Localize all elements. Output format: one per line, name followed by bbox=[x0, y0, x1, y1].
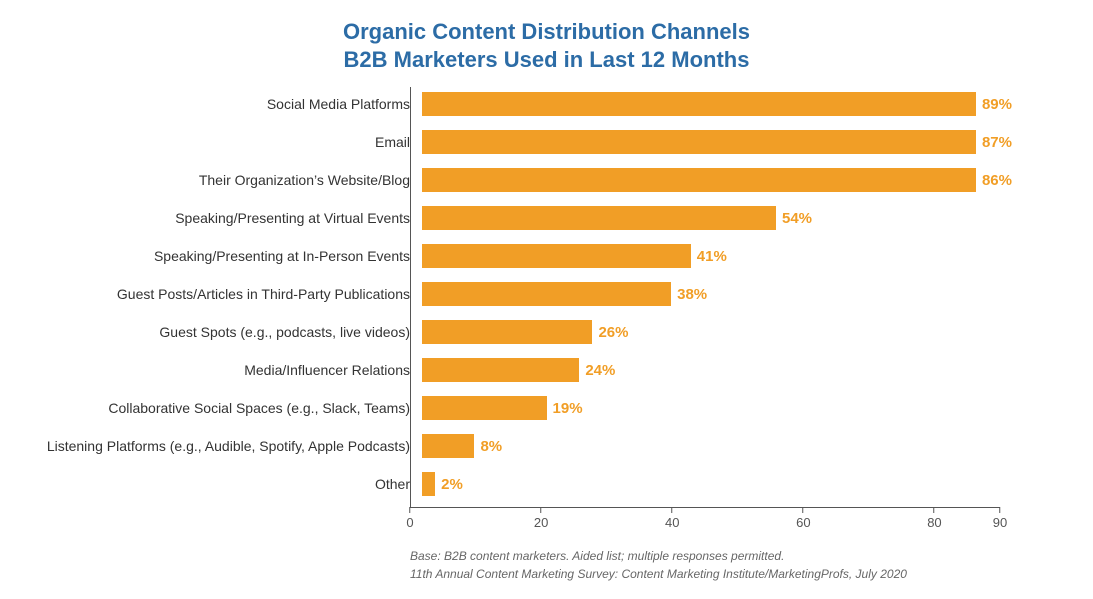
category-label: Social Media Platforms bbox=[0, 96, 422, 112]
x-tick-label: 90 bbox=[993, 515, 1007, 530]
x-tick-label: 40 bbox=[665, 515, 679, 530]
bar-row: Listening Platforms (e.g., Audible, Spot… bbox=[0, 429, 1093, 463]
bar-value-label: 89% bbox=[982, 96, 1012, 113]
bar bbox=[422, 244, 691, 268]
bar bbox=[422, 358, 579, 382]
x-tick-mark bbox=[934, 507, 935, 513]
x-tick-label: 80 bbox=[927, 515, 941, 530]
chart-plot-area: Social Media Platforms 89% Email 87% Their O… bbox=[0, 87, 1093, 541]
x-tick-mark bbox=[671, 507, 672, 513]
bar-value-label: 26% bbox=[598, 324, 628, 341]
bar-track: 86% bbox=[422, 168, 1012, 192]
bar-row: Their Organization’s Website/Blog 86% bbox=[0, 163, 1093, 197]
bar-row: Email 87% bbox=[0, 125, 1093, 159]
bar-row: Speaking/Presenting at In-Person Events 4… bbox=[0, 239, 1093, 273]
chart-title: Organic Content Distribution Channels B2… bbox=[0, 0, 1093, 73]
x-tick-mark bbox=[999, 507, 1000, 513]
bar-track: 24% bbox=[422, 358, 1012, 382]
x-axis-line bbox=[410, 507, 1000, 508]
category-label: Guest Spots (e.g., podcasts, live videos… bbox=[0, 324, 422, 340]
x-tick-mark bbox=[803, 507, 804, 513]
bar-value-label: 8% bbox=[480, 438, 502, 455]
bar-track: 54% bbox=[422, 206, 1012, 230]
bar-track: 26% bbox=[422, 320, 1012, 344]
bar-value-label: 38% bbox=[677, 286, 707, 303]
bar-value-label: 41% bbox=[697, 248, 727, 265]
bar bbox=[422, 206, 776, 230]
category-label: Speaking/Presenting at In-Person Events bbox=[0, 248, 422, 264]
category-label: Email bbox=[0, 134, 422, 150]
bar-value-label: 54% bbox=[782, 210, 812, 227]
x-tick-mark bbox=[540, 507, 541, 513]
bar-track: 89% bbox=[422, 92, 1012, 116]
bar-track: 41% bbox=[422, 244, 1012, 268]
x-tick-label: 0 bbox=[406, 515, 413, 530]
bar-track: 19% bbox=[422, 396, 1012, 420]
bar-row: Collaborative Social Spaces (e.g., Slack… bbox=[0, 391, 1093, 425]
bar-track: 38% bbox=[422, 282, 1012, 306]
x-tick-mark bbox=[409, 507, 410, 513]
bar-value-label: 87% bbox=[982, 134, 1012, 151]
bar-row: Other 2% bbox=[0, 467, 1093, 501]
category-label: Collaborative Social Spaces (e.g., Slack… bbox=[0, 400, 422, 416]
bar bbox=[422, 320, 592, 344]
bar-value-label: 2% bbox=[441, 476, 463, 493]
bar-track: 8% bbox=[422, 434, 1012, 458]
bar-value-label: 86% bbox=[982, 172, 1012, 189]
bar-track: 2% bbox=[422, 472, 1012, 496]
bar-row: Social Media Platforms 89% bbox=[0, 87, 1093, 121]
bar bbox=[422, 92, 976, 116]
bar bbox=[422, 282, 671, 306]
bar-row: Guest Posts/Articles in Third-Party Publ… bbox=[0, 277, 1093, 311]
bar bbox=[422, 130, 976, 154]
bar-row: Speaking/Presenting at Virtual Events 54% bbox=[0, 201, 1093, 235]
bar-value-label: 19% bbox=[553, 400, 583, 417]
bar bbox=[422, 472, 435, 496]
category-label: Media/Influencer Relations bbox=[0, 362, 422, 378]
footnote-line2: 11th Annual Content Marketing Survey: Co… bbox=[410, 565, 1093, 583]
bar-row: Media/Influencer Relations 24% bbox=[0, 353, 1093, 387]
x-tick-label: 60 bbox=[796, 515, 810, 530]
chart-title-line2: B2B Marketers Used in Last 12 Months bbox=[0, 46, 1093, 74]
chart-title-line1: Organic Content Distribution Channels bbox=[0, 18, 1093, 46]
bar bbox=[422, 434, 474, 458]
category-label: Listening Platforms (e.g., Audible, Spot… bbox=[0, 438, 422, 454]
bar bbox=[422, 396, 547, 420]
category-label: Other bbox=[0, 476, 422, 492]
bar bbox=[422, 168, 976, 192]
bar-track: 87% bbox=[422, 130, 1012, 154]
y-axis-line bbox=[410, 87, 411, 507]
x-tick-label: 20 bbox=[534, 515, 548, 530]
bar-row: Guest Spots (e.g., podcasts, live videos… bbox=[0, 315, 1093, 349]
footnote-line1: Base: B2B content marketers. Aided list;… bbox=[410, 547, 1093, 565]
category-label: Speaking/Presenting at Virtual Events bbox=[0, 210, 422, 226]
category-label: Guest Posts/Articles in Third-Party Publ… bbox=[0, 286, 422, 302]
chart-footnotes: Base: B2B content marketers. Aided list;… bbox=[410, 547, 1093, 583]
category-label: Their Organization’s Website/Blog bbox=[0, 172, 422, 188]
bar-value-label: 24% bbox=[585, 362, 615, 379]
